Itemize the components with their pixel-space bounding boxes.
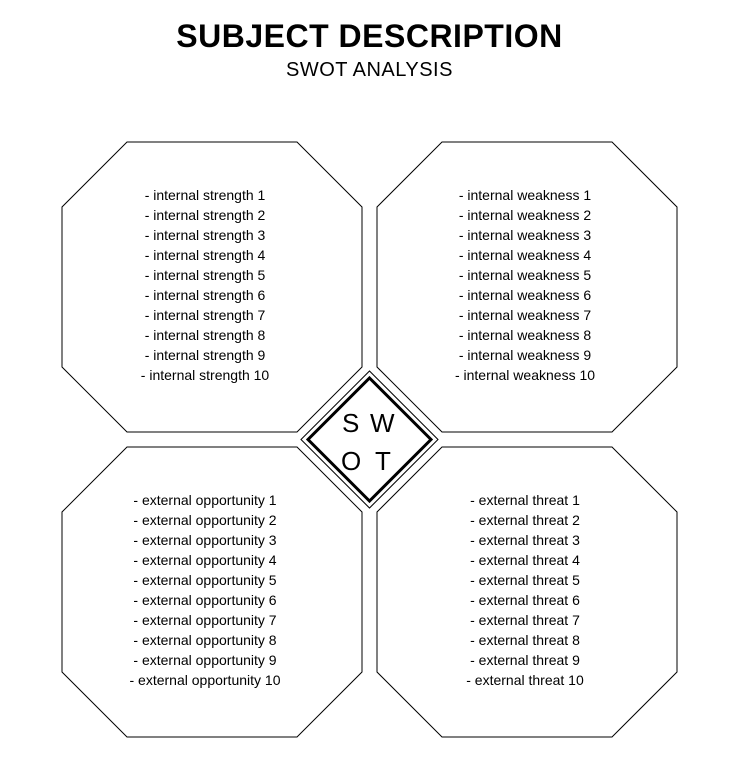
list-item: - internal weakness 10 bbox=[455, 367, 595, 383]
list-item: - external threat 8 bbox=[470, 632, 580, 648]
list-item: - internal strength 1 bbox=[145, 187, 266, 203]
list-item: - internal strength 10 bbox=[141, 367, 270, 383]
list-item: - external threat 5 bbox=[470, 572, 580, 588]
list-item: - internal strength 2 bbox=[145, 207, 266, 223]
list-item: - external opportunity 10 bbox=[130, 672, 281, 688]
list-item: - internal weakness 7 bbox=[459, 307, 592, 323]
list-item: - external threat 4 bbox=[470, 552, 580, 568]
list-item: - internal weakness 4 bbox=[459, 247, 592, 263]
list-item: - internal strength 4 bbox=[145, 247, 266, 263]
list-item: - external opportunity 5 bbox=[133, 572, 276, 588]
letter-s: S bbox=[342, 408, 359, 438]
list-item: - internal strength 6 bbox=[145, 287, 266, 303]
list-item: - external threat 2 bbox=[470, 512, 580, 528]
list-item: - internal strength 5 bbox=[145, 267, 266, 283]
list-item: - internal weakness 1 bbox=[459, 187, 592, 203]
list-item: - external opportunity 4 bbox=[133, 552, 276, 568]
list-item: - internal strength 8 bbox=[145, 327, 266, 343]
letter-o: O bbox=[341, 446, 361, 476]
list-item: - external threat 7 bbox=[470, 612, 580, 628]
page-title: SUBJECT DESCRIPTION bbox=[0, 18, 739, 55]
page-subtitle: SWOT ANALYSIS bbox=[0, 59, 739, 82]
list-item: - external opportunity 1 bbox=[133, 492, 276, 508]
list-item: - internal weakness 3 bbox=[459, 227, 592, 243]
list-item: - internal strength 9 bbox=[145, 347, 266, 363]
list-item: - external opportunity 8 bbox=[133, 632, 276, 648]
list-item: - internal weakness 6 bbox=[459, 287, 592, 303]
header: SUBJECT DESCRIPTION SWOT ANALYSIS bbox=[0, 0, 739, 82]
list-item: - external threat 9 bbox=[470, 652, 580, 668]
list-item: - internal weakness 5 bbox=[459, 267, 592, 283]
list-item: - internal weakness 2 bbox=[459, 207, 592, 223]
list-item: - external threat 3 bbox=[470, 532, 580, 548]
list-item: - external opportunity 3 bbox=[133, 532, 276, 548]
list-item: - external threat 10 bbox=[466, 672, 584, 688]
list-item: - external opportunity 6 bbox=[133, 592, 276, 608]
list-item: - external threat 1 bbox=[470, 492, 580, 508]
list-item: - external threat 6 bbox=[470, 592, 580, 608]
list-item: - external opportunity 9 bbox=[133, 652, 276, 668]
letter-t: T bbox=[375, 446, 391, 476]
list-item: - internal strength 3 bbox=[145, 227, 266, 243]
list-item: - internal weakness 8 bbox=[459, 327, 592, 343]
list-item: - external opportunity 7 bbox=[133, 612, 276, 628]
list-item: - internal weakness 9 bbox=[459, 347, 592, 363]
list-item: - internal strength 7 bbox=[145, 307, 266, 323]
list-item: - external opportunity 2 bbox=[133, 512, 276, 528]
letter-w: W bbox=[370, 408, 395, 438]
swot-diagram: S W O T - internal strength 1 - internal … bbox=[0, 130, 739, 750]
